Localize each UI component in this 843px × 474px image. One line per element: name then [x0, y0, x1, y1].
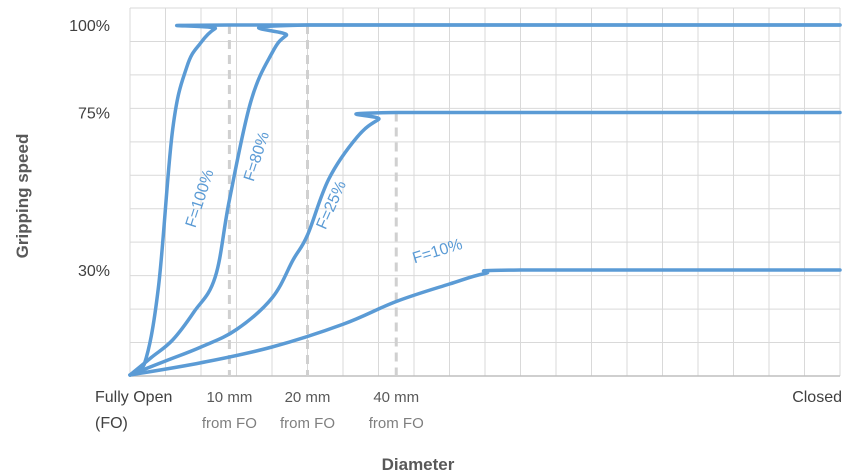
x-tick-label-4-line-1: 40 mm [373, 389, 419, 406]
series-line-3 [128, 110, 842, 377]
y-tick-label-1: 100% [69, 18, 110, 35]
y-tick-label-3: 30% [78, 263, 110, 280]
series-line-4 [128, 268, 842, 377]
y-tick-label-2: 75% [78, 106, 110, 123]
y-axis-label: Gripping speed [13, 134, 32, 259]
series-label-1: F=100% [183, 167, 218, 229]
x-tick-label-3-line-2: from FO [280, 415, 335, 432]
y-tick-labels: 100% 75% 30% [69, 18, 110, 280]
x-tick-label-1-line-1: Fully Open [95, 389, 172, 406]
x-tick-labels: Fully Open (FO) 10 mm from FO 20 mm from FO 40… [95, 389, 842, 432]
series-labels: F=100%F=80%F=25%F=10% [183, 130, 465, 268]
x-tick-label-2-line-2: from FO [202, 415, 257, 432]
x-tick-label-5-line-1: Closed [792, 389, 842, 406]
series-curves [128, 23, 842, 377]
series-line-2 [128, 23, 842, 377]
x-tick-label-2-line-1: 10 mm [206, 389, 252, 406]
x-tick-label-1-line-2: (FO) [95, 415, 128, 432]
x-axis-label: Diameter [382, 455, 455, 474]
x-tick-label-4-line-2: from FO [369, 415, 424, 432]
grid [129, 7, 841, 377]
series-label-4: F=10% [411, 236, 465, 267]
reference-lines [227, 25, 398, 376]
x-tick-label-3-line-1: 20 mm [285, 389, 331, 406]
